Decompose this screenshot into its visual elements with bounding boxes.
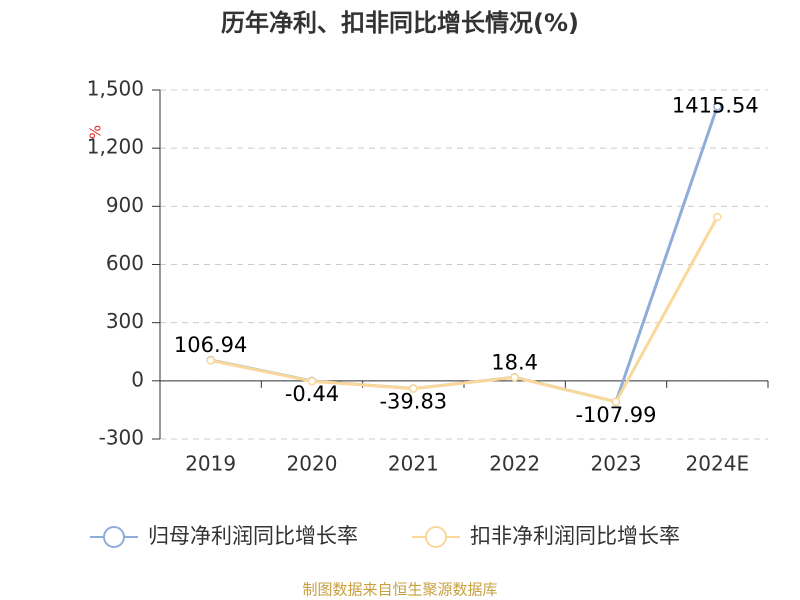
data-label: -107.99 <box>575 403 656 427</box>
x-tick-label: 2023 <box>591 452 642 476</box>
data-label: 18.4 <box>491 350 538 374</box>
legend-marker <box>103 526 125 548</box>
x-tick-label: 2021 <box>388 452 439 476</box>
data-label: 1415.54 <box>672 93 759 117</box>
data-point <box>713 212 722 222</box>
data-label: 106.94 <box>174 333 247 357</box>
x-tick-label: 2020 <box>287 452 338 476</box>
y-tick-label: -300 <box>99 426 144 450</box>
chart-title: 历年净利、扣非同比增长情况(%) <box>221 9 579 37</box>
x-tick-label: 2022 <box>489 452 540 476</box>
y-tick-label: 1,500 <box>87 77 144 101</box>
y-tick-label: 1,200 <box>87 135 144 159</box>
data-point <box>510 373 519 382</box>
legend-marker <box>425 526 447 548</box>
legend-label: 扣非净利润同比增长率 <box>470 524 680 548</box>
data-point <box>307 376 317 386</box>
y-tick-label: 600 <box>106 251 144 275</box>
data-label: -39.83 <box>379 390 447 414</box>
y-tick-label: 0 <box>131 367 144 391</box>
y-tick-label: 300 <box>106 309 144 333</box>
source-note: 制图数据来自恒生聚源数据库 <box>302 581 497 599</box>
data-point <box>611 397 621 407</box>
data-label: -0.44 <box>285 382 339 406</box>
y-axis-label: % <box>87 125 105 139</box>
data-point <box>713 102 722 111</box>
legend-label: 归母净利润同比增长率 <box>148 524 358 548</box>
x-tick-label: 2019 <box>185 452 236 476</box>
data-point <box>206 356 215 365</box>
data-point <box>409 384 418 393</box>
y-tick-label: 900 <box>106 193 144 217</box>
series-line <box>210 216 719 404</box>
x-tick-label: 2024E <box>686 452 750 476</box>
